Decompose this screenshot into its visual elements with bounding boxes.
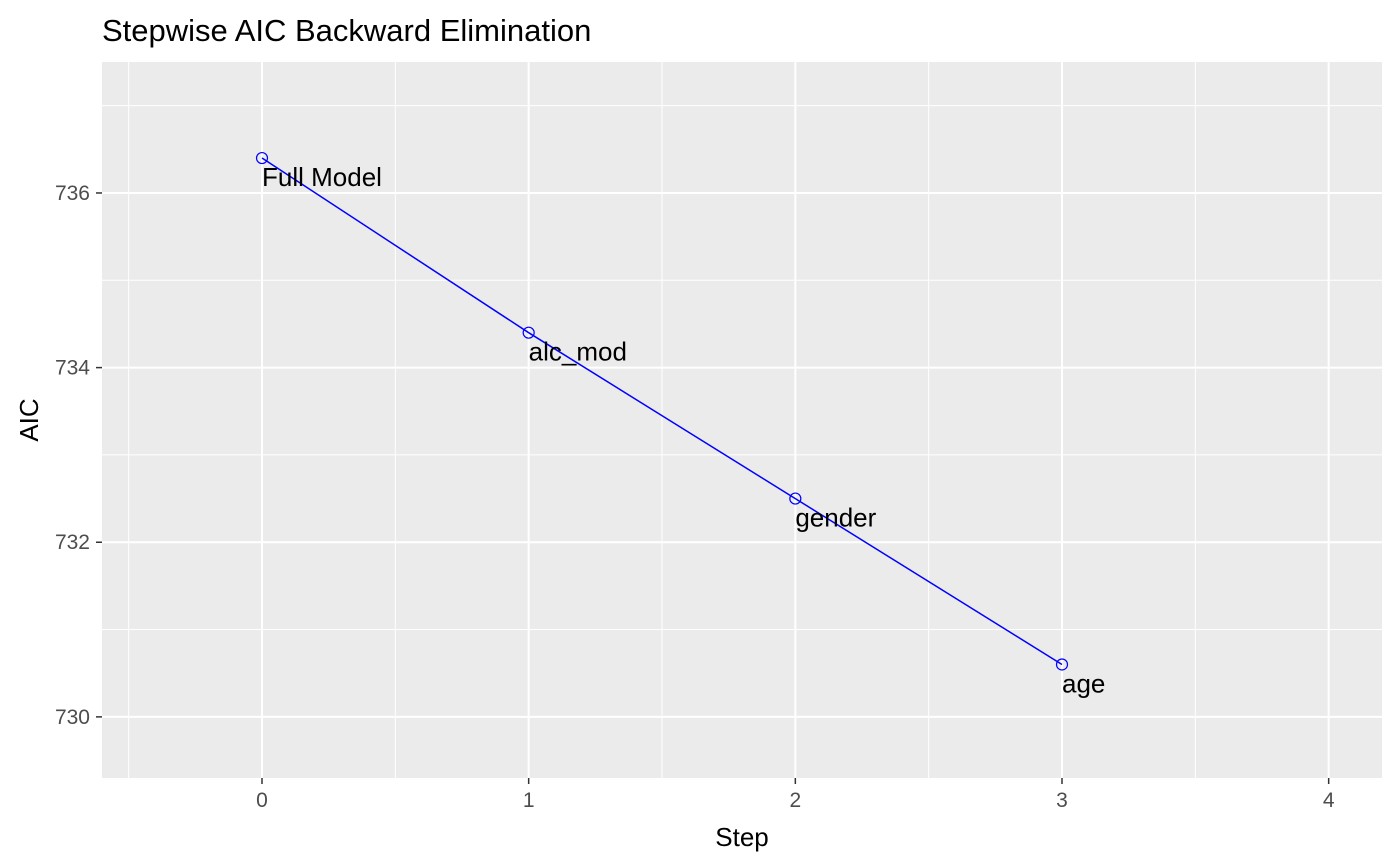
plot-panel: [102, 62, 1382, 778]
data-point: [1055, 658, 1069, 671]
y-axis-title: AIC: [14, 398, 44, 441]
point-label: age: [1062, 668, 1105, 698]
point-label: gender: [795, 503, 876, 533]
y-tick-label: 736: [55, 182, 90, 205]
point-label: Full Model: [262, 162, 382, 192]
y-tick-label: 734: [55, 357, 90, 380]
minor-gridlines: [102, 62, 1382, 778]
y-tick-label: 730: [55, 706, 90, 729]
data-point: [789, 492, 802, 505]
x-tick-label: 3: [1056, 789, 1068, 812]
x-tick-label: 1: [523, 789, 535, 812]
data-point: [255, 151, 269, 165]
series-line: [261, 157, 1063, 666]
data-point: [522, 326, 535, 339]
ticks-layer: 0 1 2 3 4 730 732 734 736: [55, 182, 1335, 812]
x-tick-label: 0: [256, 789, 268, 812]
point-label: alc_mod: [529, 337, 627, 367]
y-tick-label: 732: [55, 531, 90, 554]
x-axis-title: Step: [715, 822, 769, 852]
chart-title: Stepwise AIC Backward Elimination: [102, 13, 591, 48]
x-tick-label: 2: [789, 789, 801, 812]
x-tick-label: 4: [1323, 789, 1335, 812]
